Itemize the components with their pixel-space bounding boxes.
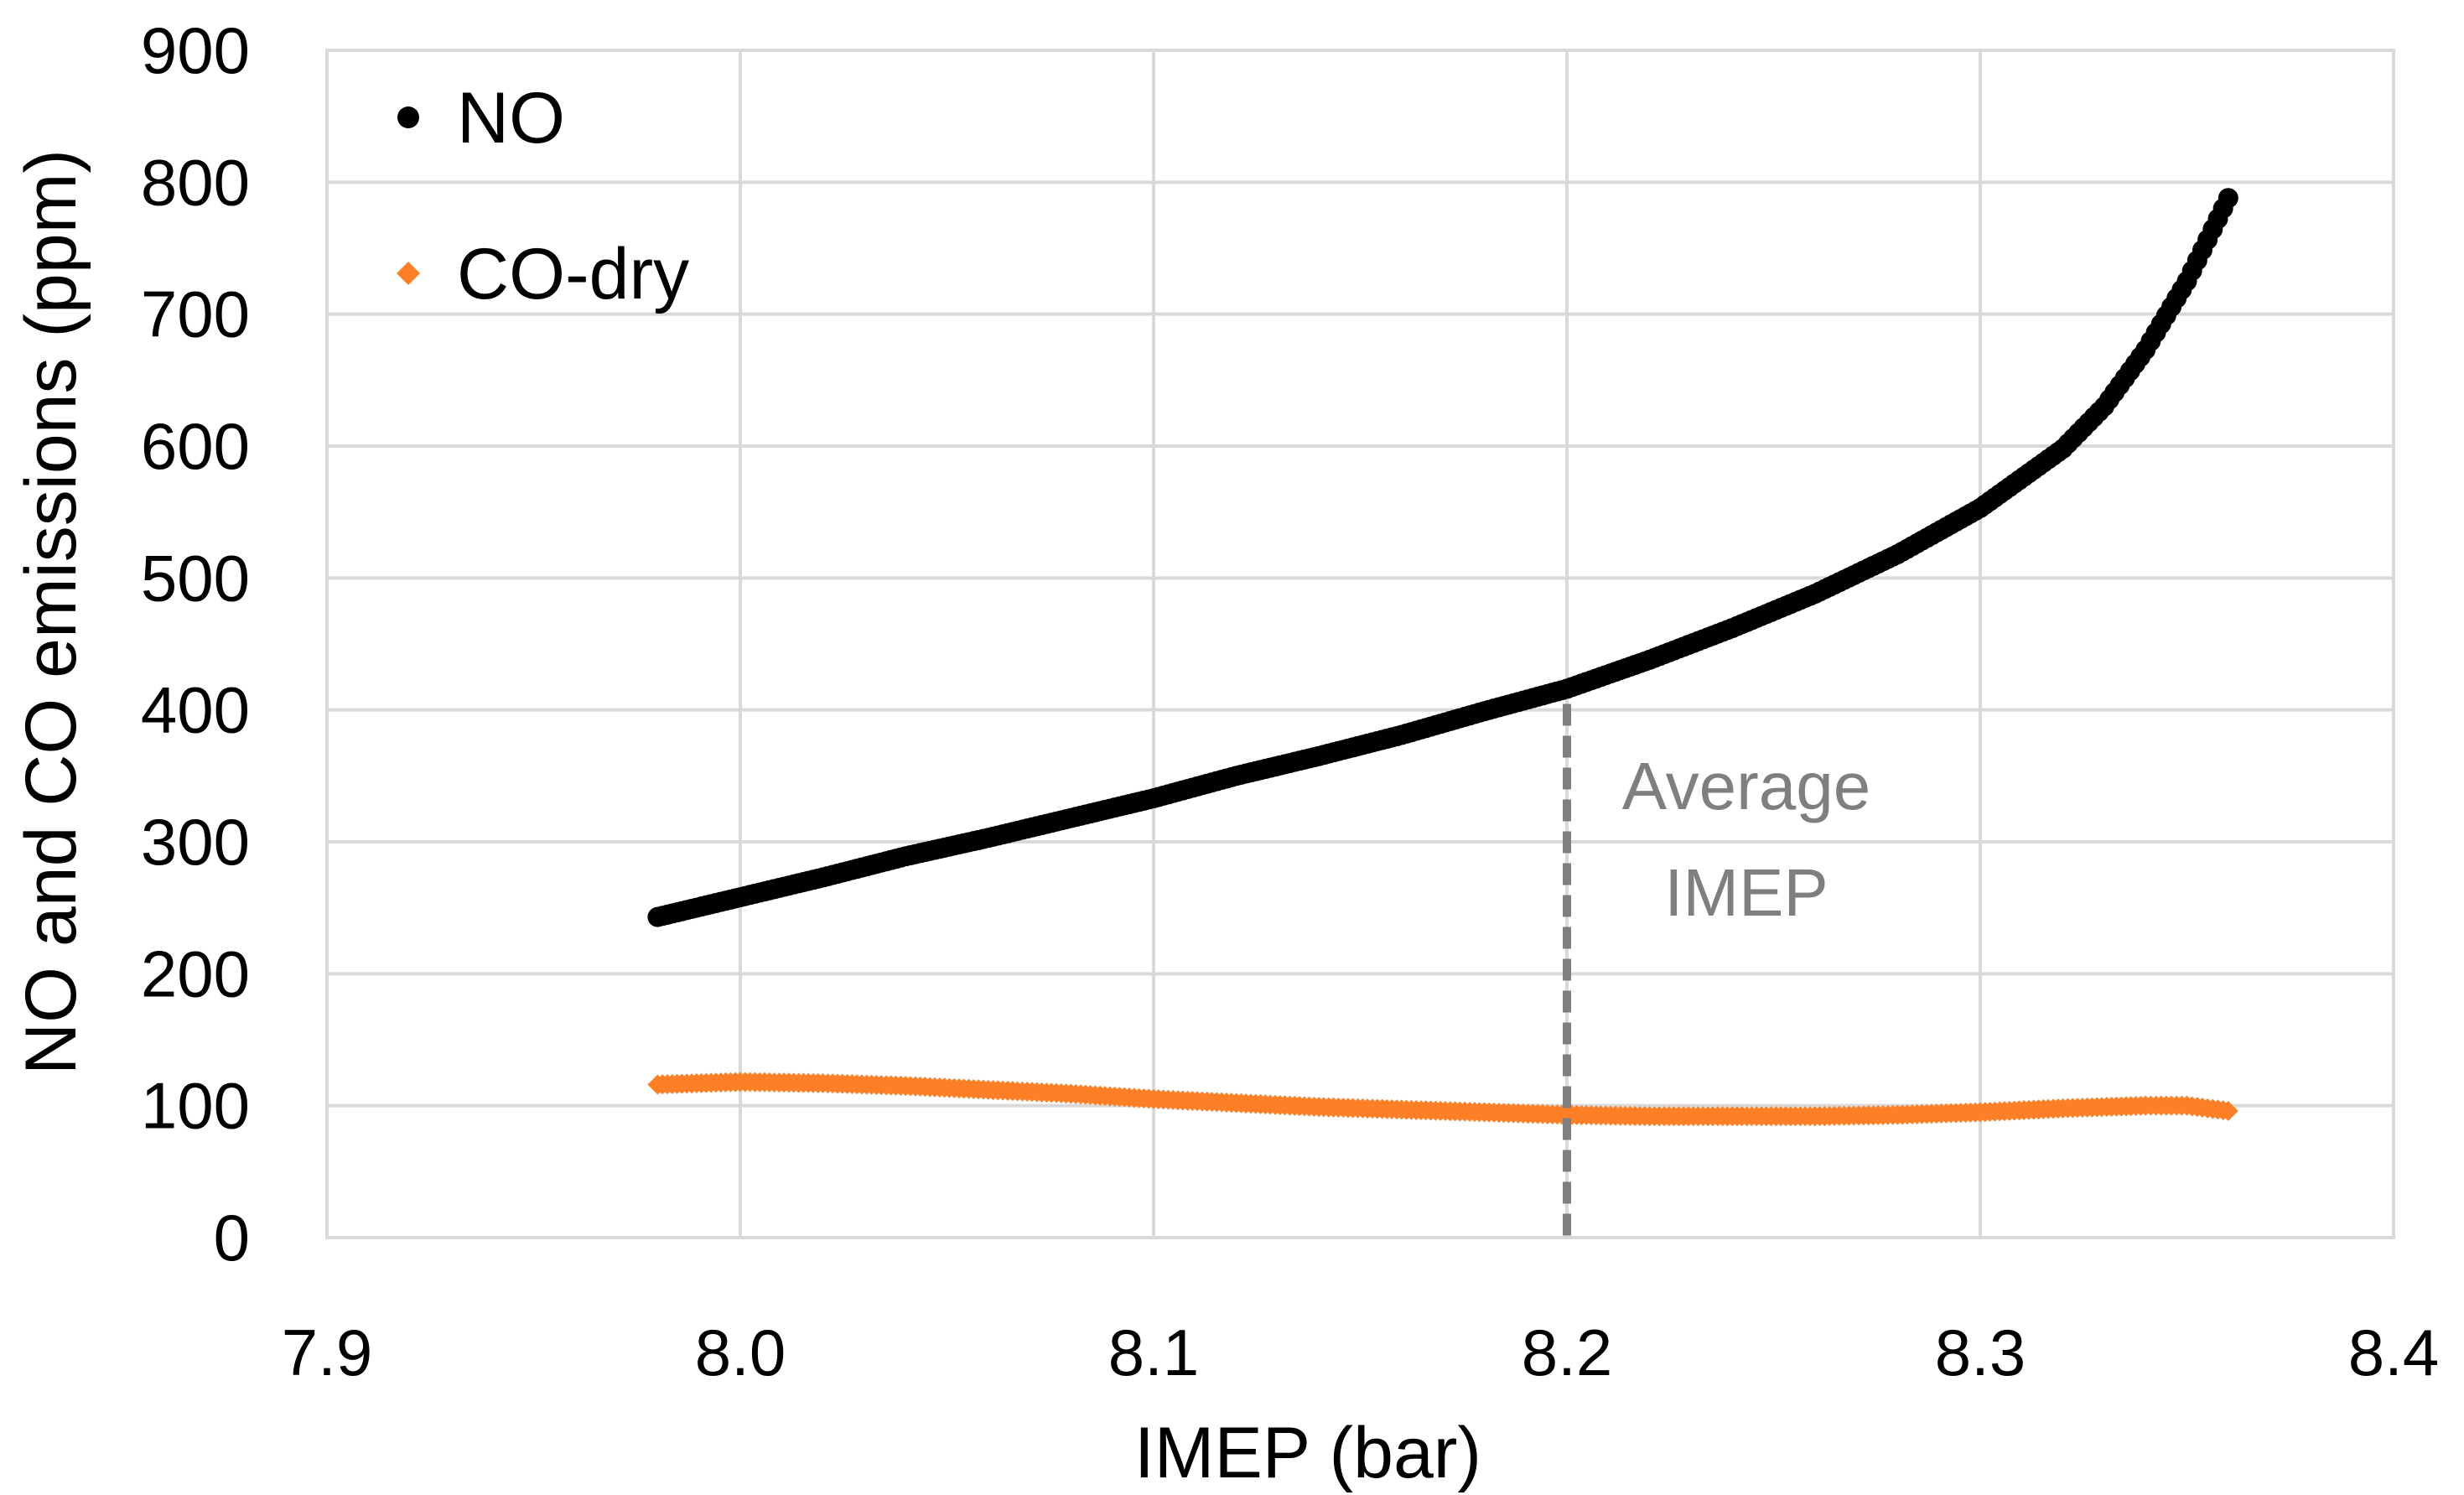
series-co-dry (647, 1072, 2238, 1127)
legend-marker-no (397, 106, 419, 128)
x-tick-labels: 7.9 8.0 8.1 8.2 8.3 8.4 (282, 1316, 2439, 1389)
y-tick-label: 600 (141, 409, 250, 483)
legend-label-no: NO (457, 78, 565, 158)
y-tick-label: 100 (141, 1069, 250, 1143)
y-tick-labels: 0 100 200 300 400 500 600 700 800 900 (141, 13, 250, 1274)
legend-label-co-dry: CO-dry (457, 234, 689, 314)
y-tick-label: 900 (141, 13, 250, 87)
x-axis-title: IMEP (bar) (1134, 1413, 1481, 1493)
series-no (647, 188, 2238, 927)
x-tick-label: 7.9 (282, 1316, 372, 1389)
x-tick-label: 8.1 (1108, 1316, 1199, 1389)
x-tick-label: 8.3 (1935, 1316, 2026, 1389)
x-tick-label: 8.0 (695, 1316, 786, 1389)
series-layer (647, 188, 2238, 1127)
legend-marker-co-dry (397, 262, 420, 285)
average-imep-label-line1: Average (1622, 749, 1871, 823)
y-tick-label: 800 (141, 145, 250, 219)
x-tick-label: 8.2 (1522, 1316, 1612, 1389)
legend: NO CO-dry (397, 78, 689, 314)
y-tick-label: 400 (141, 673, 250, 747)
annotation-layer: Average IMEP (1563, 703, 1871, 1238)
no-point (2218, 188, 2238, 209)
y-tick-label: 700 (141, 278, 250, 351)
plot-border (325, 49, 2395, 1239)
co-dry-point (2218, 1100, 2238, 1121)
y-axis-title: NO and CO emissions (ppm) (11, 149, 91, 1075)
average-imep-label-line2: IMEP (1664, 855, 1829, 930)
plot-area (325, 49, 2395, 1239)
y-tick-label: 0 (214, 1201, 250, 1274)
y-tick-label: 300 (141, 805, 250, 879)
grid-lines (325, 49, 2395, 1239)
y-tick-label: 200 (141, 937, 250, 1010)
x-tick-label: 8.4 (2348, 1316, 2439, 1389)
y-tick-label: 500 (141, 541, 250, 615)
